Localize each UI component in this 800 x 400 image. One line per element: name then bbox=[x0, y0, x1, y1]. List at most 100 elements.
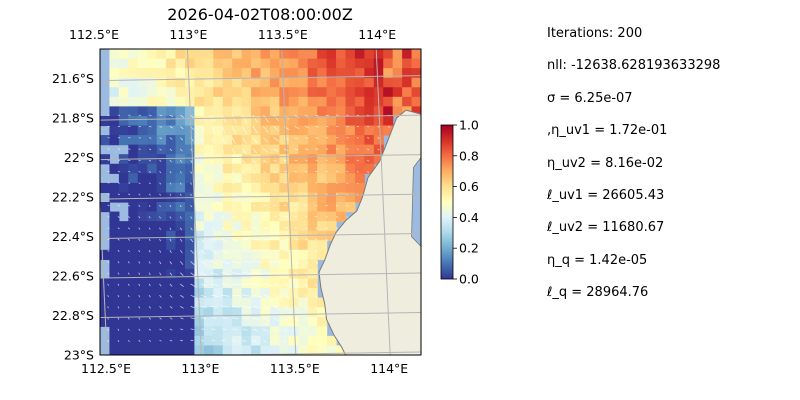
field-cell bbox=[118, 249, 129, 260]
meridian-line bbox=[186, 49, 202, 355]
current-arrow bbox=[273, 137, 279, 142]
field-cell bbox=[213, 278, 224, 289]
colorbar-tick-label: 0.6 bbox=[459, 179, 479, 194]
current-arrow bbox=[190, 238, 194, 243]
stat-eta-uv1: ,η_uv1 = 1.72e-01 bbox=[547, 123, 668, 139]
field-cell bbox=[269, 326, 280, 337]
stat-eta-uv2: η_uv2 = 8.16e-02 bbox=[547, 155, 664, 171]
field-cell bbox=[222, 68, 233, 79]
current-arrow bbox=[242, 137, 247, 145]
field-cell bbox=[203, 326, 214, 337]
current-arrow bbox=[304, 317, 308, 321]
field-cell bbox=[109, 115, 120, 127]
current-arrow bbox=[252, 249, 261, 252]
current-arrow bbox=[263, 238, 270, 240]
current-arrow bbox=[169, 205, 172, 208]
field-cell bbox=[109, 230, 120, 241]
field-cell bbox=[118, 316, 129, 327]
field-cell bbox=[166, 49, 177, 60]
field-cell bbox=[222, 77, 233, 88]
field-cell bbox=[147, 307, 158, 318]
field-cell bbox=[241, 278, 252, 289]
field-cell bbox=[232, 278, 243, 289]
field-cell bbox=[345, 68, 356, 79]
current-arrow bbox=[117, 193, 120, 196]
field-cell bbox=[184, 154, 196, 165]
field-cell bbox=[156, 106, 167, 117]
y-tick-label: 23°S bbox=[64, 348, 94, 363]
field-cell bbox=[118, 49, 129, 60]
field-cell bbox=[194, 278, 205, 289]
current-arrow bbox=[179, 238, 183, 242]
field-cell bbox=[109, 240, 120, 251]
field-cell bbox=[317, 182, 328, 194]
current-arrow bbox=[284, 238, 289, 240]
x-tick-labels-bottom: 112.5°E 113°E 113.5°E 114°E bbox=[81, 361, 408, 376]
field-cell bbox=[118, 192, 129, 203]
field-cell bbox=[241, 345, 252, 355]
field-cell bbox=[241, 221, 252, 232]
field-cell bbox=[166, 316, 177, 327]
field-cell bbox=[175, 307, 186, 318]
current-arrow bbox=[273, 328, 278, 333]
field-cell bbox=[222, 49, 233, 60]
field-cell bbox=[213, 230, 224, 241]
field-cell bbox=[232, 173, 243, 184]
current-arrow bbox=[190, 261, 195, 266]
field-cell bbox=[166, 249, 177, 260]
current-arrow bbox=[169, 317, 173, 320]
field-cell bbox=[156, 249, 167, 260]
field-cell bbox=[345, 192, 356, 203]
field-cell bbox=[194, 115, 205, 127]
field-cell bbox=[203, 154, 214, 165]
field-cell bbox=[392, 106, 403, 117]
y-tick-label: 22.2°S bbox=[52, 190, 94, 205]
current-arrow bbox=[190, 114, 195, 119]
current-arrow bbox=[304, 137, 309, 139]
field-cell bbox=[326, 173, 337, 184]
field-cell bbox=[128, 326, 139, 337]
field-cell bbox=[156, 125, 167, 136]
field-cell bbox=[326, 154, 337, 165]
current-arrow bbox=[242, 148, 247, 154]
parallel-line bbox=[100, 114, 421, 121]
field-cell bbox=[184, 335, 196, 347]
current-arrow bbox=[107, 238, 110, 241]
current-arrow bbox=[211, 317, 217, 319]
field-cell bbox=[241, 68, 252, 79]
field-cell bbox=[147, 345, 158, 355]
field-cell bbox=[251, 68, 262, 79]
field-cell bbox=[241, 96, 252, 107]
field-cell bbox=[118, 125, 129, 136]
current-arrow bbox=[242, 159, 246, 164]
current-arrow bbox=[252, 238, 260, 241]
current-arrow bbox=[148, 159, 152, 162]
field-cell bbox=[222, 297, 233, 308]
field-cell bbox=[203, 106, 214, 117]
current-arrow bbox=[148, 250, 151, 253]
current-arrow bbox=[232, 328, 238, 331]
field-cell bbox=[213, 96, 224, 107]
current-arrow bbox=[148, 182, 151, 185]
current-arrow bbox=[200, 261, 207, 266]
field-cell bbox=[288, 77, 299, 88]
field-cell bbox=[213, 125, 224, 136]
field-cell bbox=[298, 125, 309, 136]
colorbar-tick-label: 0.2 bbox=[459, 241, 479, 256]
field-cell bbox=[279, 68, 290, 79]
current-arrow bbox=[315, 216, 318, 218]
current-arrow bbox=[221, 306, 230, 308]
current-arrow bbox=[273, 171, 277, 173]
field-cell bbox=[307, 182, 318, 194]
current-arrow bbox=[200, 328, 205, 330]
field-cell bbox=[128, 125, 139, 136]
colorbar-tick-label: 0.0 bbox=[459, 272, 479, 287]
field-cell bbox=[298, 87, 309, 98]
field-cell bbox=[100, 249, 111, 260]
field-cell bbox=[222, 163, 233, 174]
field-cell bbox=[137, 96, 148, 107]
field-cell bbox=[402, 58, 413, 69]
field-cell bbox=[156, 87, 167, 98]
field-cell bbox=[213, 240, 224, 251]
field-cell bbox=[232, 144, 243, 155]
